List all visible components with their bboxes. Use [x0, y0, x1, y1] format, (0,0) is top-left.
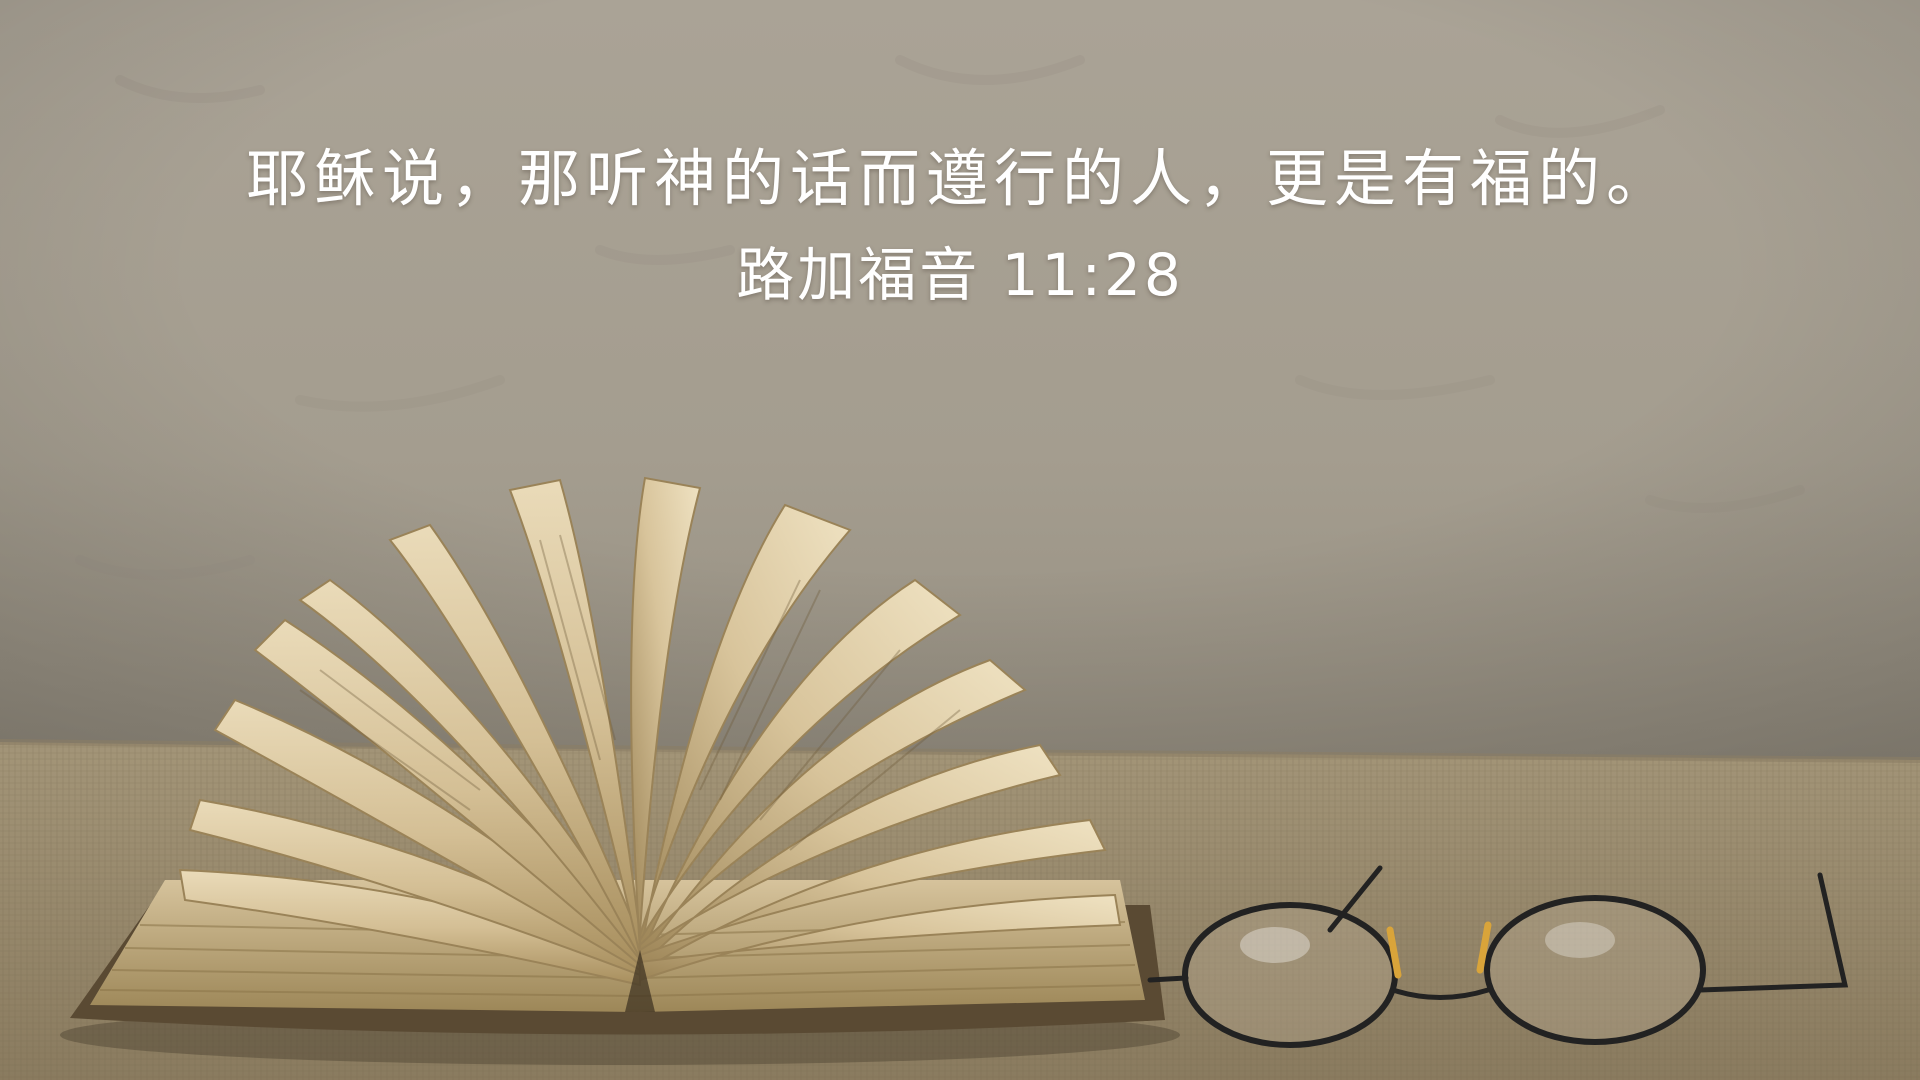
verse-text: 耶稣说，那听神的话而遵行的人，更是有福的。: [245, 142, 1674, 215]
reading-glasses: [1147, 865, 1849, 1048]
verse-reference: 路加福音 11:28: [736, 241, 1184, 309]
fanned-pages: [178, 476, 1122, 987]
glasses-hinges: [1386, 921, 1492, 979]
